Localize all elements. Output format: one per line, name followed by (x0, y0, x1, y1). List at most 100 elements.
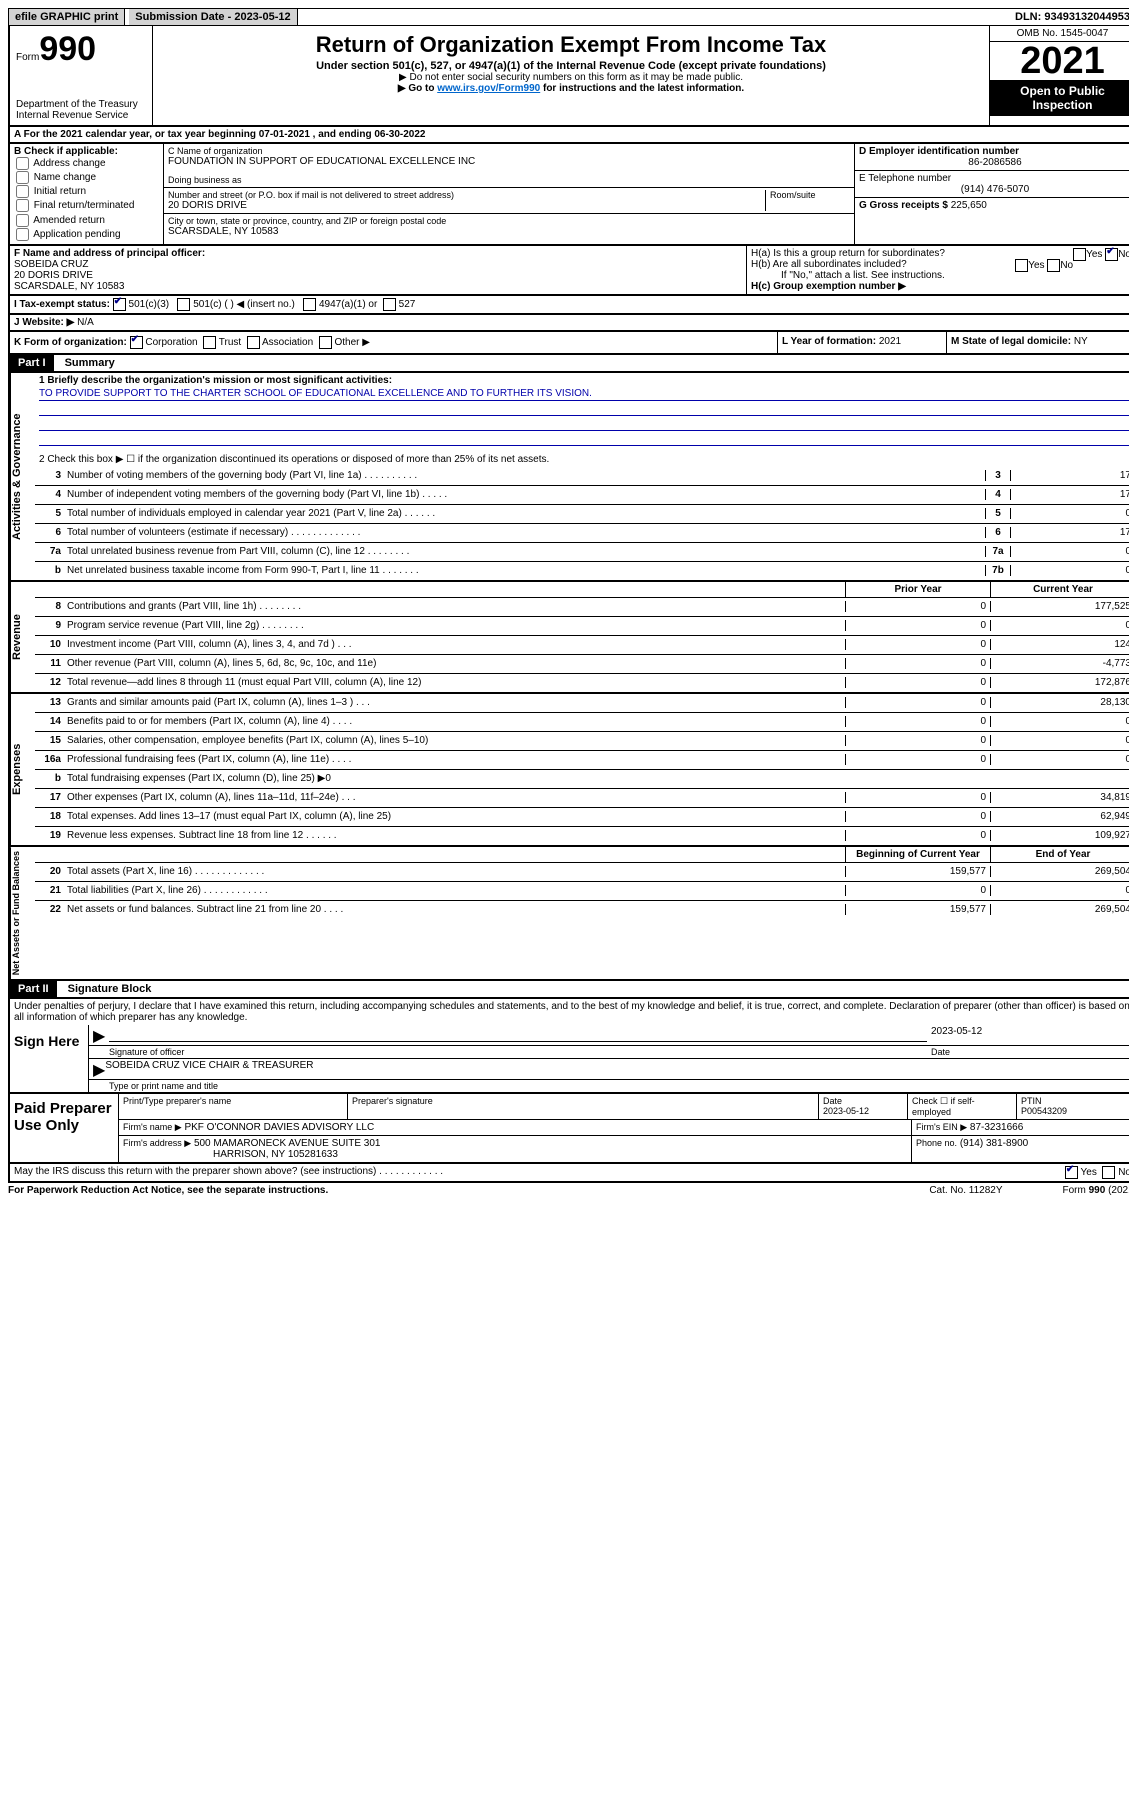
h-group-return: H(a) Is this a group return for subordin… (747, 246, 1129, 294)
chk-final-return[interactable]: Final return/terminated (14, 199, 159, 213)
line2-checkbox: 2 Check this box ▶ ☐ if the organization… (39, 454, 1129, 465)
part2-header: Part II (10, 981, 57, 997)
hb-label: H(b) Are all subordinates included? (751, 259, 907, 270)
opt-4947: 4947(a)(1) or (319, 299, 377, 310)
row-i-tax-status: I Tax-exempt status: 501(c)(3) 501(c) ( … (8, 296, 1129, 315)
table-row: 17Other expenses (Part IX, column (A), l… (35, 789, 1129, 808)
self-employed-check[interactable]: Check ☐ if self-employed (908, 1094, 1017, 1119)
col-beginning: Beginning of Current Year (845, 847, 990, 862)
firm-name: PKF O'CONNOR DAVIES ADVISORY LLC (184, 1122, 374, 1133)
ptin-label: PTIN (1021, 1096, 1042, 1106)
efile-button[interactable]: efile GRAPHIC print (9, 9, 125, 25)
chk-address-change[interactable]: Address change (14, 157, 159, 171)
chk-application-pending[interactable]: Application pending (14, 228, 159, 242)
table-row: bNet unrelated business taxable income f… (35, 562, 1129, 580)
side-expenses: Expenses (10, 694, 35, 845)
chk-amended[interactable]: Amended return (14, 214, 159, 228)
street-value: 20 DORIS DRIVE (168, 200, 765, 211)
mission-text: TO PROVIDE SUPPORT TO THE CHARTER SCHOOL… (39, 388, 1129, 401)
chk-other[interactable] (319, 336, 332, 349)
sign-date: 2023-05-12 (931, 1026, 1129, 1044)
col-d-ein-tel: D Employer identification number 86-2086… (855, 144, 1129, 244)
mission-block: 1 Briefly describe the organization's mi… (35, 373, 1129, 467)
ha-label: H(a) Is this a group return for subordin… (751, 248, 945, 259)
cat-no: Cat. No. 11282Y (929, 1185, 1002, 1196)
discuss-no[interactable] (1102, 1166, 1115, 1179)
form-header: Form990 Department of the Treasury Inter… (8, 26, 1129, 127)
firm-ein: 87-3231666 (970, 1122, 1023, 1133)
part1-header-row: Part I Summary (8, 355, 1129, 373)
table-row: 20Total assets (Part X, line 16) . . . .… (35, 863, 1129, 882)
preparer-sig-header: Preparer's signature (348, 1094, 819, 1119)
dln-value: 93493132044953 (1044, 11, 1129, 23)
date-label: Date (931, 1047, 1129, 1057)
form-number: 990 (39, 30, 96, 68)
irs-link[interactable]: www.irs.gov/Form990 (437, 83, 540, 94)
chk-4947[interactable] (303, 298, 316, 311)
chk-name-change[interactable]: Name change (14, 171, 159, 185)
side-revenue: Revenue (10, 582, 35, 692)
row-a-tax-year: A For the 2021 calendar year, or tax yea… (8, 127, 1129, 144)
top-bar: efile GRAPHIC print Submission Date - 20… (8, 8, 1129, 26)
table-row: bTotal fundraising expenses (Part IX, co… (35, 770, 1129, 789)
table-row: 6Total number of volunteers (estimate if… (35, 524, 1129, 543)
activities-section: Activities & Governance 1 Briefly descri… (8, 373, 1129, 582)
part1-title: Summary (57, 355, 123, 371)
form-prefix: Form (16, 52, 39, 63)
officer-signature-line[interactable] (109, 1024, 927, 1042)
chk-initial-return[interactable]: Initial return (14, 185, 159, 199)
chk-501c[interactable] (177, 298, 190, 311)
note-link: ▶ Go to www.irs.gov/Form990 for instruct… (398, 83, 744, 94)
mission-blank2 (39, 418, 1129, 431)
officer-name: SOBEIDA CRUZ (14, 259, 88, 270)
section-fh: F Name and address of principal officer:… (8, 246, 1129, 296)
side-netassets: Net Assets or Fund Balances (10, 847, 35, 979)
tax-year-range: For the 2021 calendar year, or tax year … (24, 129, 426, 140)
opt-trust: Trust (219, 337, 241, 348)
chk-501c3[interactable] (113, 298, 126, 311)
city-value: SCARSDALE, NY 10583 (168, 226, 850, 237)
tax-year: 2021 (990, 42, 1129, 80)
sig-label: Signature of officer (109, 1047, 184, 1057)
ptin-value: P00543209 (1021, 1106, 1067, 1116)
firm-phone: (914) 381-8900 (960, 1138, 1028, 1149)
j-label: J Website: ▶ (14, 317, 74, 328)
discuss-yes[interactable] (1065, 1166, 1078, 1179)
table-row: 19Revenue less expenses. Subtract line 1… (35, 827, 1129, 845)
prep-date-label: Date (823, 1096, 842, 1106)
ha-yes[interactable] (1073, 248, 1086, 261)
chk-trust[interactable] (203, 336, 216, 349)
hc-label: H(c) Group exemption number ▶ (751, 281, 906, 292)
perjury-note: Under penalties of perjury, I declare th… (10, 999, 1129, 1025)
table-row: 7aTotal unrelated business revenue from … (35, 543, 1129, 562)
firm-name-label: Firm's name ▶ (123, 1122, 182, 1132)
side-activities: Activities & Governance (10, 373, 35, 580)
expenses-section: Expenses 13Grants and similar amounts pa… (8, 694, 1129, 847)
hb-yes[interactable] (1015, 259, 1028, 272)
f-label: F Name and address of principal officer: (14, 248, 205, 259)
l-label: L Year of formation: (782, 336, 876, 347)
table-row: 21Total liabilities (Part X, line 26) . … (35, 882, 1129, 901)
chk-assoc[interactable] (247, 336, 260, 349)
hb-no[interactable] (1047, 259, 1060, 272)
submission-date: 2023-05-12 (234, 11, 290, 23)
prep-date: 2023-05-12 (823, 1106, 869, 1116)
firm-phone-label: Phone no. (916, 1138, 957, 1148)
table-row: 22Net assets or fund balances. Subtract … (35, 901, 1129, 919)
chk-527[interactable] (383, 298, 396, 311)
ha-no[interactable] (1105, 248, 1118, 261)
submission-date-button[interactable]: Submission Date - 2023-05-12 (129, 9, 297, 25)
chk-corp[interactable] (130, 336, 143, 349)
part2-title: Signature Block (60, 981, 160, 997)
yes-label: Yes (1081, 1167, 1097, 1178)
officer-name-title: SOBEIDA CRUZ VICE CHAIR & TREASURER (105, 1060, 313, 1078)
opt-501c: 501(c) ( ) ◀ (insert no.) (193, 299, 295, 310)
footer-final: For Paperwork Reduction Act Notice, see … (8, 1183, 1129, 1196)
firm-addr1: 500 MAMARONECK AVENUE SUITE 301 (194, 1138, 381, 1149)
table-row: 12Total revenue—add lines 8 through 11 (… (35, 674, 1129, 692)
part1-header: Part I (10, 355, 54, 371)
i-label: I Tax-exempt status: (14, 299, 110, 310)
dln-label: DLN: (1015, 11, 1044, 23)
may-discuss: May the IRS discuss this return with the… (14, 1166, 443, 1179)
paid-label: Paid Preparer Use Only (10, 1094, 119, 1162)
